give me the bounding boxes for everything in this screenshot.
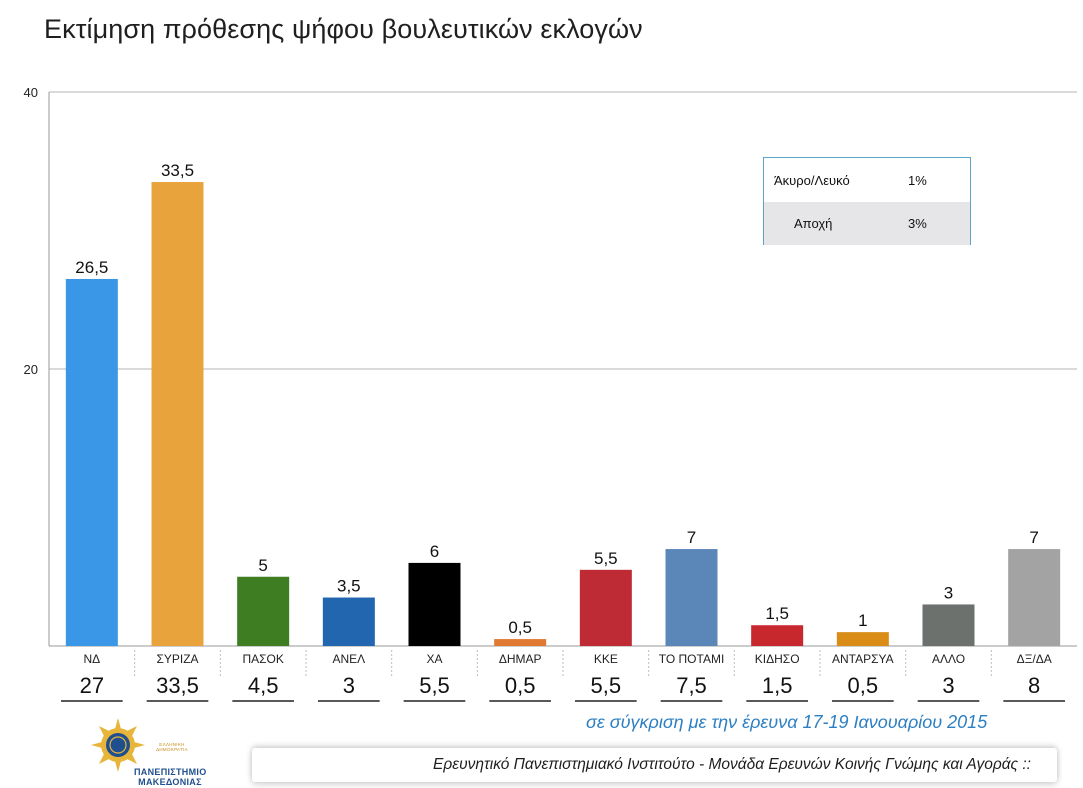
invalid-blank-label: Άκυρο/Λευκό [774, 172, 850, 188]
abstention-label: Αποχή [794, 216, 833, 231]
bar [322, 597, 375, 646]
vote-info-table: Άκυρο/Λευκό 1% Αποχή 3% [763, 157, 971, 245]
comparison-value: 27 [80, 673, 104, 698]
comparison-note: σε σύγκριση με την έρευνα 17-19 Ιανουαρί… [586, 712, 988, 732]
bar [922, 604, 975, 646]
bar-value-label: 1,5 [765, 604, 789, 623]
category-label: ΔΞ/ΔΑ [1017, 652, 1052, 666]
comparison-value: 4,5 [248, 673, 279, 698]
category-label: ΔΗΜΑΡ [499, 652, 542, 666]
bar [237, 576, 290, 646]
category-label: ΤΟ ΠΟΤΑΜΙ [659, 652, 725, 666]
invalid-blank-value: 1% [908, 172, 927, 188]
bar-value-label: 6 [430, 542, 439, 561]
logo-line1: ΠΑΝΕΠΙΣΤΗΜΙΟ [134, 767, 207, 777]
category-label: ΝΔ [83, 652, 100, 666]
category-label: ΠΑΣΟΚ [242, 652, 283, 666]
bar-value-label: 33,5 [161, 161, 194, 180]
comparison-value: 0,5 [505, 673, 536, 698]
bar-value-label: 7 [1029, 528, 1038, 547]
comparison-value: 1,5 [762, 673, 793, 698]
bar-value-label: 5 [258, 556, 267, 575]
comparison-value: 3 [942, 673, 954, 698]
university-logo: ΕΛΛΗΝΙΚΗ ΔΗΜΟΚΡΑΤΙΑ ΠΑΝΕΠΙΣΤΗΜΙΟ ΜΑΚΕΔΟΝ… [88, 715, 208, 788]
bar [836, 632, 889, 646]
bar-value-label: 1 [858, 611, 867, 630]
comparison-value: 3 [343, 673, 355, 698]
bar [408, 562, 461, 646]
invalid-blank-row: Άκυρο/Λευκό 1% [764, 158, 970, 203]
comparison-value: 33,5 [156, 673, 199, 698]
bar [1008, 549, 1061, 646]
comparison-value: 7,5 [676, 673, 707, 698]
footer-banner: Ερευνητικό Πανεπιστημιακό Ινστιτούτο - Μ… [252, 748, 1057, 782]
footer-text: Ερευνητικό Πανεπιστημιακό Ινστιτούτο - Μ… [433, 756, 1031, 773]
bar-value-label: 7 [687, 528, 696, 547]
category-label: ΑΝΤΑΡΣΥΑ [832, 652, 894, 666]
bar [494, 639, 547, 646]
category-label: ΑΛΛΟ [932, 652, 965, 666]
bar-value-label: 5,5 [594, 549, 618, 568]
logo-line2: ΜΑΚΕΔΟΝΙΑΣ [138, 777, 202, 787]
bar [665, 549, 718, 646]
logo-small-line1: ΕΛΛΗΝΙΚΗ [159, 742, 185, 747]
bar-value-label: 3,5 [337, 577, 361, 596]
category-label: ΚΚΕ [594, 652, 618, 666]
comparison-value: 5,5 [419, 673, 450, 698]
y-tick-label: 40 [24, 85, 38, 100]
bar-value-label: 26,5 [75, 258, 108, 277]
category-label: ΑΝΕΛ [332, 652, 365, 666]
comparison-value: 8 [1028, 673, 1040, 698]
bar-value-label: 0,5 [508, 618, 532, 637]
sun-emblem-icon [91, 718, 145, 772]
comparison-value: 0,5 [848, 673, 879, 698]
comparison-value: 5,5 [591, 673, 622, 698]
category-label: ΧΑ [426, 652, 442, 666]
category-label: ΚΙΔΗΣΟ [755, 652, 800, 666]
bar [751, 625, 804, 646]
bar [151, 182, 204, 646]
logo-small-line2: ΔΗΜΟΚΡΑΤΙΑ [156, 747, 188, 752]
bar [579, 569, 632, 646]
y-tick-label: 20 [24, 362, 38, 377]
category-label: ΣΥΡΙΖΑ [156, 652, 198, 666]
abstention-row: Αποχή 3% [764, 202, 970, 245]
abstention-value: 3% [908, 216, 927, 231]
bar-value-label: 3 [944, 583, 953, 602]
chart-title: Εκτίμηση πρόθεσης ψήφου βουλευτικών εκλο… [44, 14, 643, 44]
bar [65, 278, 118, 646]
